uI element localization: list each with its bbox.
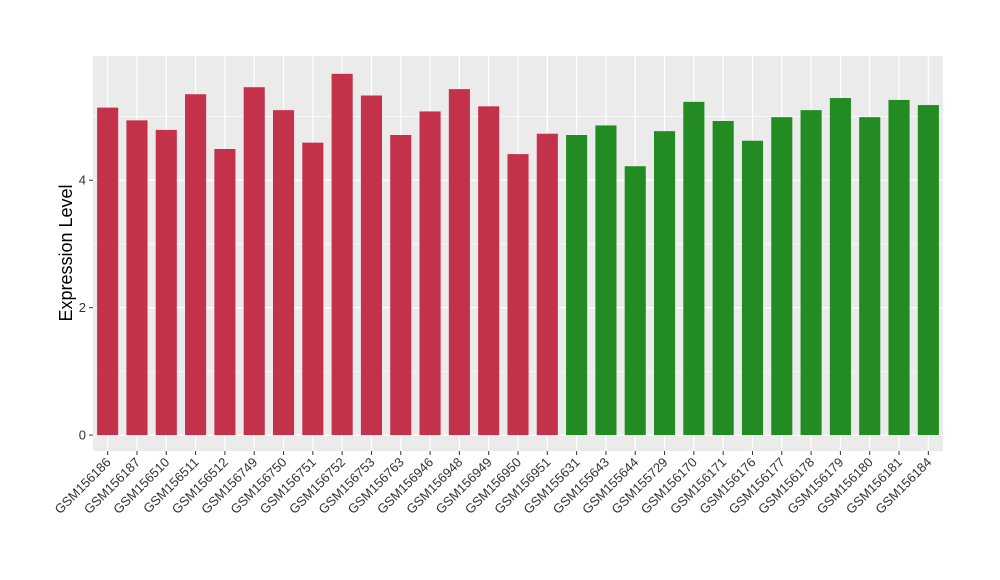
bars (97, 73, 939, 436)
bar-GSM156749 (243, 87, 265, 436)
bar-GSM155729 (654, 131, 676, 436)
bar-GSM156763 (390, 135, 412, 436)
bar-GSM156512 (214, 149, 236, 436)
bar-GSM156180 (859, 117, 881, 436)
bar-GSM156187 (126, 120, 148, 436)
bar-GSM155644 (624, 166, 646, 436)
bar-GSM156753 (360, 95, 382, 436)
bar-GSM156510 (155, 129, 177, 436)
bar-GSM156950 (507, 154, 529, 436)
y-tick-label: 2 (79, 300, 86, 315)
bar-GSM156750 (272, 110, 295, 436)
bar-GSM156752 (331, 73, 353, 436)
y-tick-label: 0 (79, 428, 86, 443)
bar-GSM156176 (741, 140, 764, 436)
bar-GSM156949 (478, 106, 500, 436)
bar-GSM156171 (712, 120, 734, 436)
y-axis-title: Expression Level (56, 184, 76, 321)
bar-GSM156751 (302, 142, 324, 436)
x-axis: GSM156186GSM156187GSM156510GSM156511GSM1… (52, 451, 934, 517)
y-tick-label: 4 (79, 173, 86, 188)
bar-GSM155643 (595, 125, 617, 436)
bar-GSM156184 (917, 105, 939, 436)
bar-GSM156948 (448, 89, 470, 436)
bar-GSM156946 (419, 111, 441, 436)
bar-GSM156170 (683, 101, 705, 436)
bar-GSM156951 (536, 133, 558, 436)
bar-GSM156511 (185, 94, 207, 436)
bar-GSM156181 (888, 99, 910, 436)
bar-GSM156186 (97, 107, 119, 436)
bar-GSM155631 (566, 135, 588, 436)
bar-GSM156177 (771, 117, 793, 436)
y-axis: 0 2 4 (79, 173, 93, 443)
bar-GSM156179 (829, 98, 851, 436)
bar-GSM156178 (800, 110, 822, 436)
